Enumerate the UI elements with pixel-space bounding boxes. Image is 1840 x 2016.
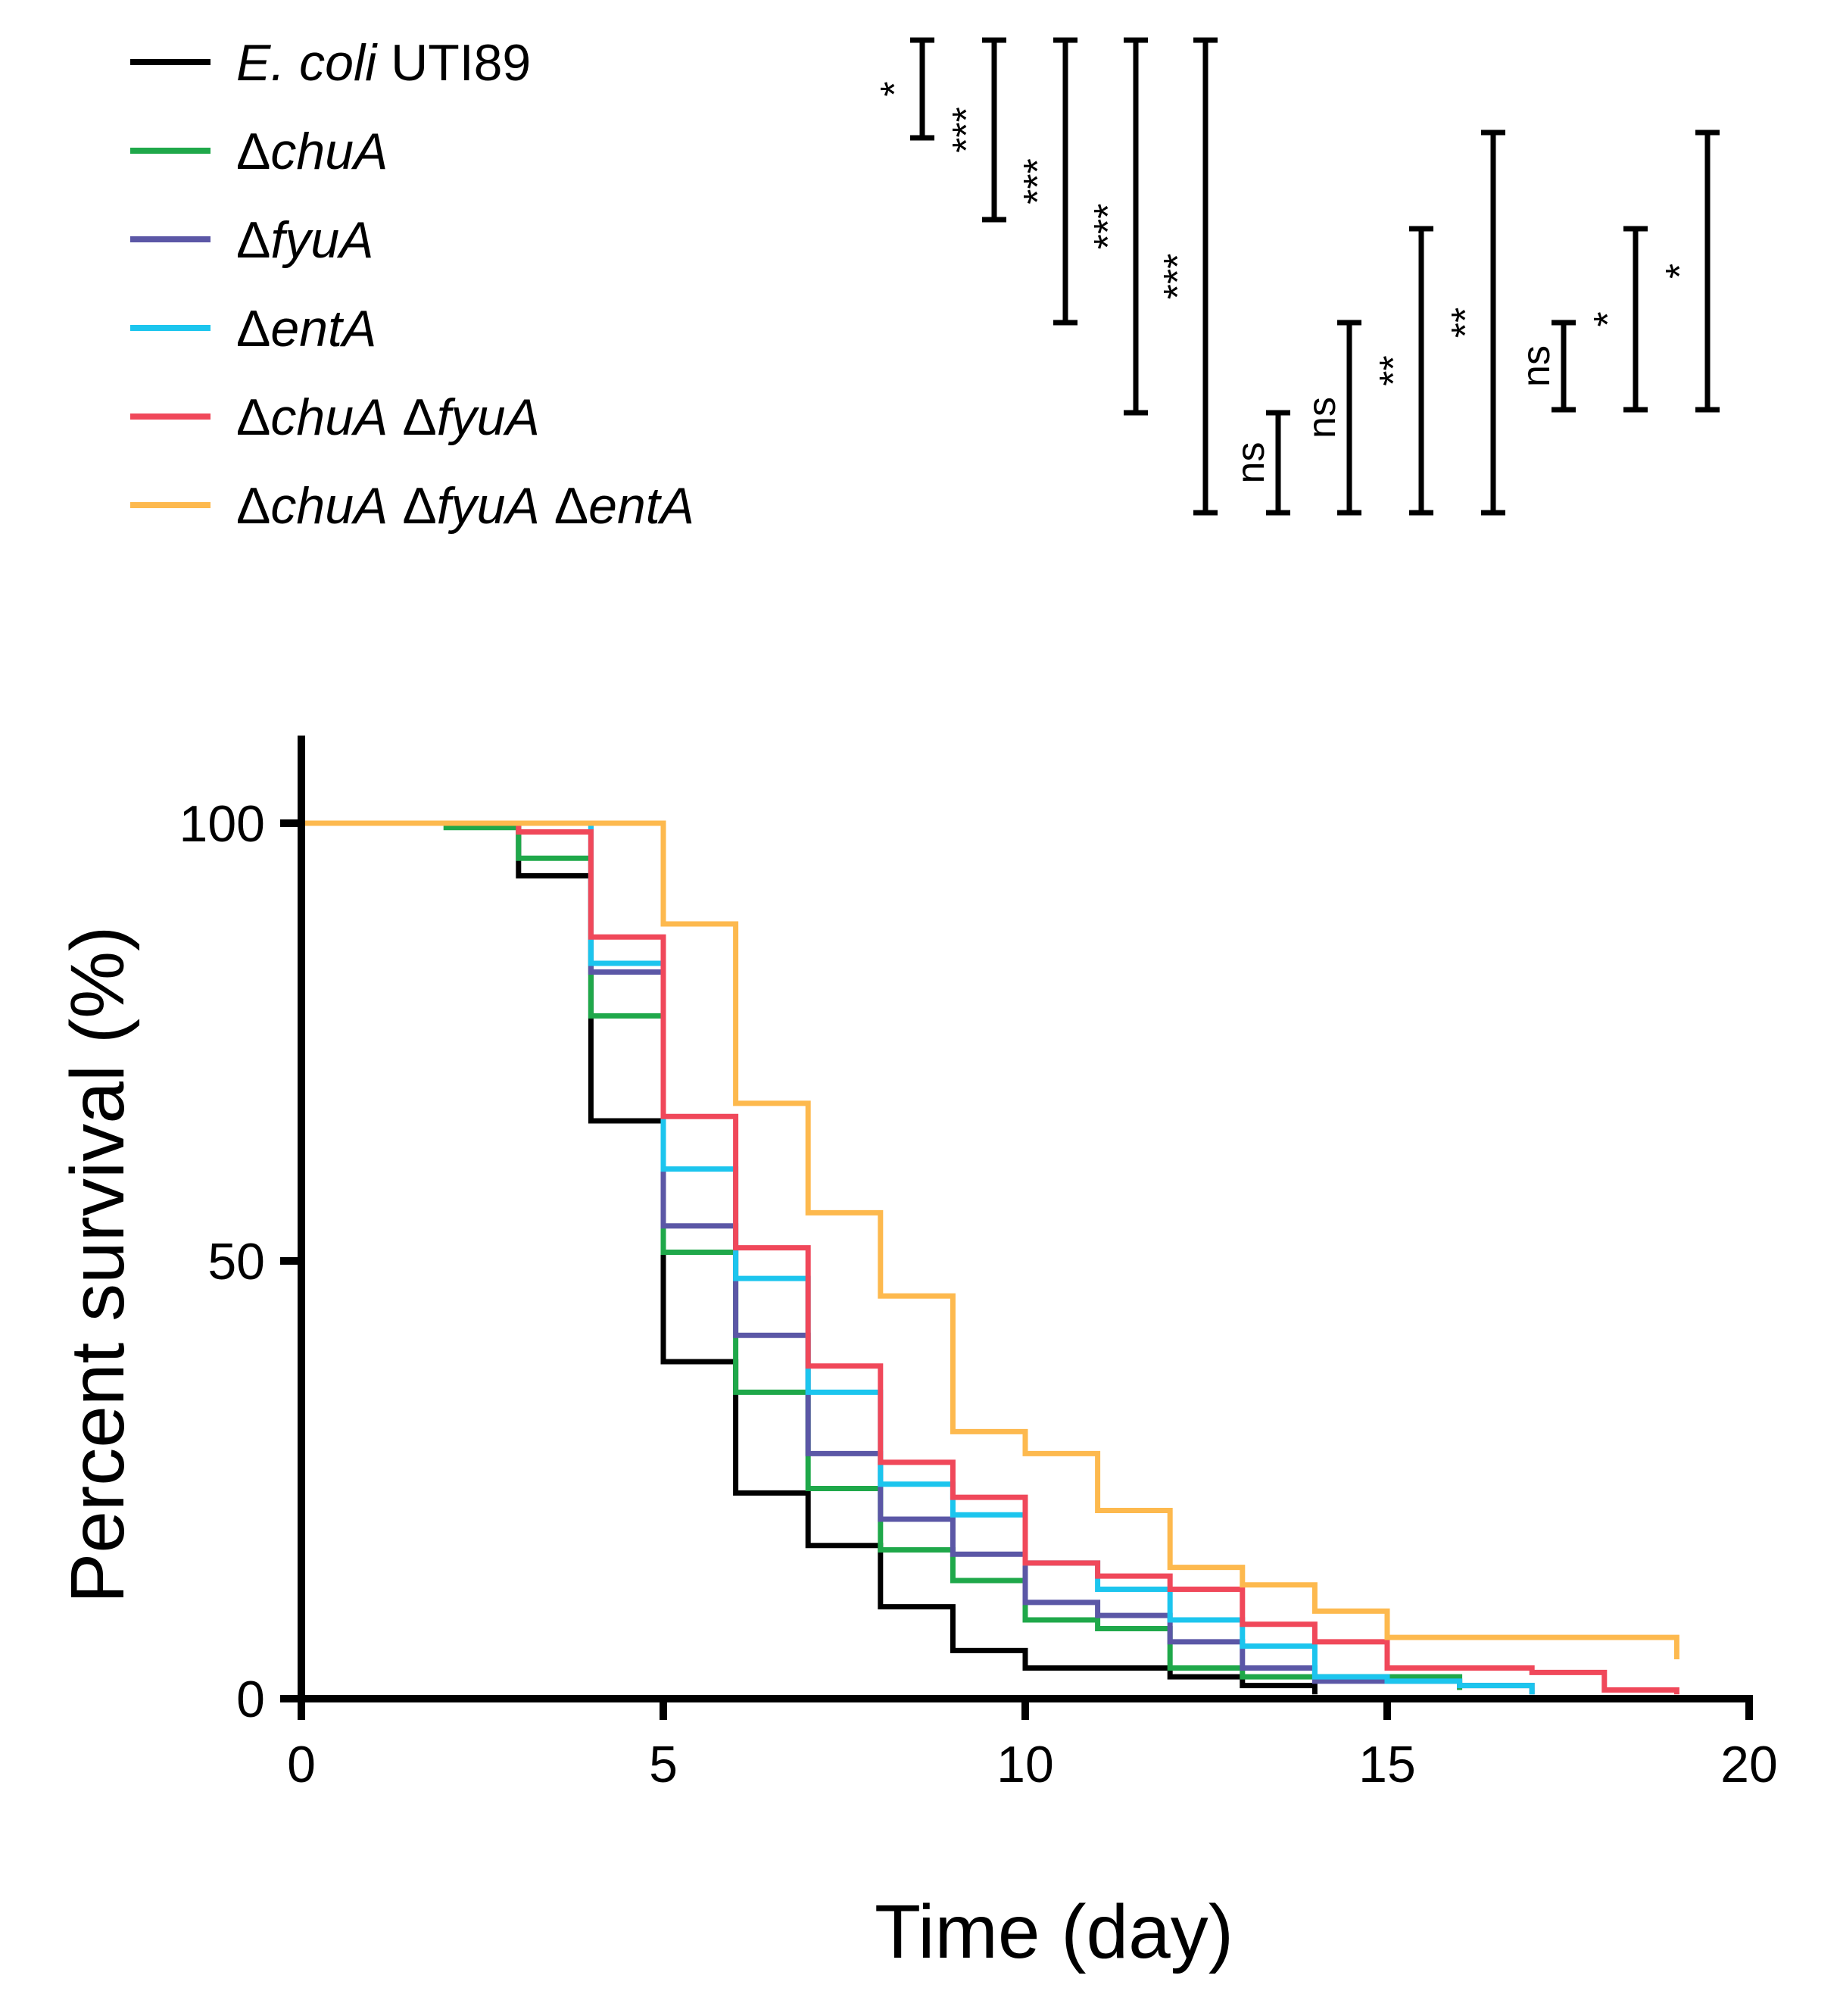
series-line-1 <box>301 820 1463 1690</box>
legend: E. coli UTI89 ΔchuA ΔfyuA ΔentA ΔchuA ΔfyuA Δ… <box>130 34 694 535</box>
significance-label: ** <box>1444 307 1488 338</box>
significance-bracket: ** <box>1444 130 1505 516</box>
significance-bracket: ns <box>1514 320 1576 413</box>
legend-item: ΔchuA <box>130 123 388 180</box>
significance-bracket: *** <box>1156 37 1218 516</box>
significance-label: *** <box>1016 158 1060 204</box>
significance-bracket: *** <box>1016 37 1077 326</box>
y-tick-label: 50 <box>207 1233 265 1290</box>
plot-area: 0 5 10 15 20 0 50 100 <box>179 735 1778 1793</box>
series-line-4 <box>301 820 1679 1695</box>
series-line-3 <box>301 820 1535 1695</box>
y-axis-title: Percent survival (%) <box>55 926 140 1604</box>
significance-bracket: *** <box>945 37 1006 223</box>
legend-label: ΔchuA ΔfyuA <box>236 389 540 446</box>
significance-bracket: ** <box>1372 226 1433 516</box>
significance-bracket: * <box>1658 130 1720 413</box>
significance-bracket: *** <box>1087 37 1148 416</box>
legend-label: ΔfyuA <box>236 211 374 269</box>
legend-label: ΔentA <box>236 300 376 357</box>
significance-label: * <box>873 81 917 96</box>
legend-label: ΔchuA ΔfyuA ΔentA <box>236 477 694 535</box>
x-tick-label: 15 <box>1358 1736 1416 1793</box>
series-layer <box>301 820 1679 1695</box>
significance-bracket: * <box>873 37 934 141</box>
significance-label: ns <box>1514 345 1558 387</box>
significance-label: * <box>1586 311 1630 326</box>
y-tick-label: 0 <box>236 1671 265 1728</box>
series-line-5 <box>301 820 1679 1659</box>
significance-label: *** <box>945 107 989 153</box>
y-tick-label: 100 <box>179 795 265 853</box>
legend-label: E. coli UTI89 <box>236 34 531 92</box>
legend-item: ΔfyuA <box>130 211 374 269</box>
significance-bracket: ns <box>1229 410 1290 516</box>
x-tick-label: 10 <box>996 1736 1054 1793</box>
significance-label: ns <box>1229 442 1273 484</box>
significance-bracket: * <box>1586 226 1648 413</box>
significance-label: *** <box>1087 204 1131 250</box>
x-tick-label: 5 <box>649 1736 678 1793</box>
legend-item: ΔentA <box>130 300 376 357</box>
legend-item: E. coli UTI89 <box>130 34 531 92</box>
legend-item: ΔchuA ΔfyuA ΔentA <box>130 477 694 535</box>
significance-label: ns <box>1300 397 1344 438</box>
x-tick-label: 0 <box>287 1736 316 1793</box>
axes: 0 5 10 15 20 0 50 100 <box>179 735 1778 1793</box>
significance-label: * <box>1658 264 1702 279</box>
legend-label: ΔchuA <box>236 123 388 180</box>
x-tick-label: 20 <box>1720 1736 1778 1793</box>
significance-bracket: ns <box>1300 320 1361 516</box>
significance-label: *** <box>1156 254 1200 300</box>
x-axis-title: Time (day) <box>875 1890 1233 1974</box>
significance-label: ** <box>1372 355 1416 385</box>
legend-item: ΔchuA ΔfyuA <box>130 389 540 446</box>
series-line-2 <box>301 820 1535 1695</box>
